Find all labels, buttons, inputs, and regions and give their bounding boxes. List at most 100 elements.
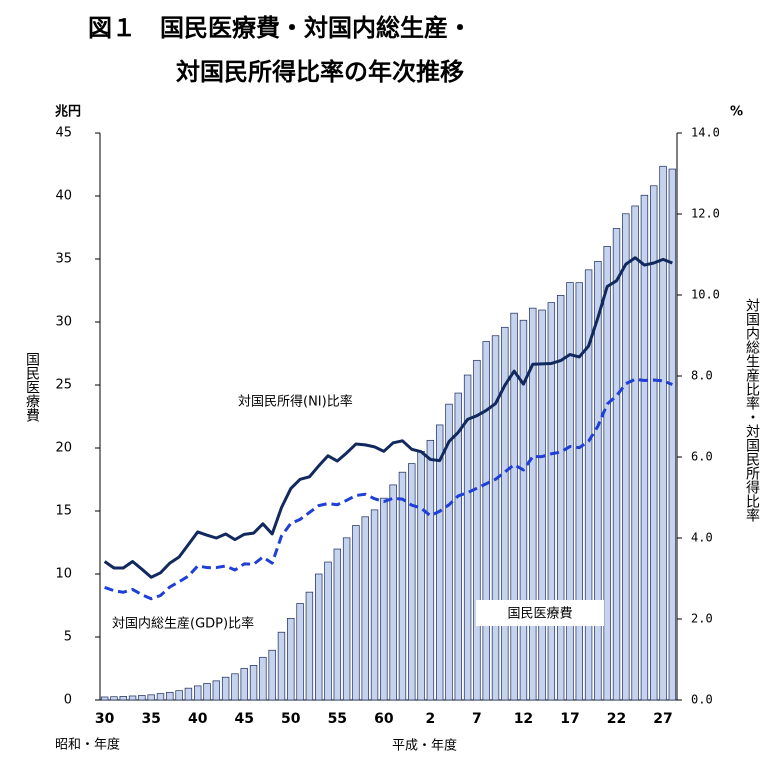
bar bbox=[426, 439, 435, 701]
bar bbox=[324, 561, 332, 701]
bar bbox=[668, 168, 677, 701]
bar bbox=[221, 676, 230, 701]
y-tick-label: 45 bbox=[55, 126, 72, 141]
bar bbox=[352, 525, 360, 701]
bar bbox=[184, 687, 193, 701]
y2-tick-label: 10.0 bbox=[691, 288, 720, 302]
bar bbox=[501, 326, 509, 701]
bar bbox=[482, 341, 490, 701]
bar bbox=[622, 213, 630, 701]
series-label: 対国内総生産(GDP)比率 bbox=[112, 616, 254, 632]
bar bbox=[287, 618, 295, 701]
bar bbox=[612, 228, 621, 701]
bar bbox=[203, 683, 211, 701]
x-tick-label: 22 bbox=[607, 711, 626, 727]
x-tick-label: 60 bbox=[374, 711, 394, 727]
bar bbox=[370, 509, 379, 701]
bar bbox=[566, 282, 574, 701]
bar bbox=[296, 603, 304, 701]
bar bbox=[100, 696, 109, 701]
bar bbox=[119, 695, 127, 701]
y-tick-label: 30 bbox=[55, 315, 72, 330]
x-tick-label: 12 bbox=[514, 711, 533, 727]
x-tick-label: 7 bbox=[472, 711, 482, 727]
bar bbox=[175, 690, 183, 701]
y2-tick-label: 6.0 bbox=[691, 450, 713, 464]
bar bbox=[510, 312, 518, 701]
bar bbox=[640, 194, 649, 701]
bar bbox=[473, 359, 481, 701]
bar bbox=[463, 374, 472, 701]
bar bbox=[268, 649, 276, 701]
bar bbox=[631, 205, 639, 701]
x-group-label: 平成・年度 bbox=[392, 738, 457, 754]
bar bbox=[584, 269, 593, 701]
bar bbox=[435, 424, 444, 701]
y2-tick-label: 12.0 bbox=[691, 207, 720, 221]
bar bbox=[212, 680, 221, 701]
bar bbox=[529, 307, 537, 701]
y-tick-label: 20 bbox=[55, 441, 72, 456]
y2-tick-label: 14.0 bbox=[691, 126, 720, 140]
x-tick-label: 40 bbox=[188, 711, 208, 727]
bar bbox=[231, 673, 239, 701]
bar bbox=[166, 691, 174, 701]
bar bbox=[110, 696, 118, 701]
bar bbox=[305, 591, 314, 701]
bar bbox=[650, 185, 658, 701]
y-axis-label: 国民医療費 bbox=[24, 352, 40, 422]
bar bbox=[398, 471, 407, 701]
bar bbox=[603, 246, 611, 701]
y2-tick-label: 0.0 bbox=[691, 693, 713, 707]
y2-unit: % bbox=[730, 105, 743, 120]
bar bbox=[138, 695, 146, 701]
x-tick-label: 45 bbox=[235, 711, 254, 727]
bar bbox=[538, 309, 546, 701]
bar bbox=[454, 392, 462, 701]
bar bbox=[249, 664, 258, 701]
bar bbox=[315, 573, 323, 701]
chart-title: 対国民所得比率の年次推移 bbox=[176, 58, 464, 86]
y-tick-label: 40 bbox=[55, 189, 72, 204]
bar bbox=[659, 165, 667, 701]
x-tick-label: 55 bbox=[328, 711, 347, 727]
bar bbox=[445, 403, 453, 701]
x-tick-label: 2 bbox=[426, 711, 436, 727]
x-tick-label: 50 bbox=[281, 711, 301, 727]
bar bbox=[519, 319, 528, 701]
y-unit: 兆円 bbox=[55, 104, 81, 120]
y2-axis-label: 対国内総生産比率・対国民所得比率 bbox=[744, 298, 760, 522]
series-label: 国民医療費 bbox=[507, 607, 572, 622]
bar bbox=[594, 261, 602, 701]
x-tick-label: 27 bbox=[653, 711, 672, 727]
line-series bbox=[104, 377, 673, 601]
bar bbox=[361, 516, 369, 701]
bar bbox=[240, 668, 248, 701]
bar bbox=[547, 302, 556, 701]
x-tick-label: 17 bbox=[560, 711, 579, 727]
bar bbox=[194, 685, 202, 701]
y-tick-label: 5 bbox=[64, 630, 72, 645]
bar bbox=[147, 694, 155, 701]
chart-title: 図１ 国民医療費・対国内総生産・ bbox=[88, 14, 472, 42]
x-tick-label: 35 bbox=[141, 711, 160, 727]
bar bbox=[389, 484, 397, 701]
legend-box bbox=[476, 600, 604, 626]
bar bbox=[408, 463, 416, 701]
y2-tick-label: 4.0 bbox=[691, 531, 713, 545]
bar bbox=[128, 695, 137, 701]
y2-tick-label: 2.0 bbox=[691, 612, 713, 626]
x-tick-label: 30 bbox=[95, 711, 115, 727]
bar bbox=[556, 295, 565, 701]
x-group-label: 昭和・年度 bbox=[55, 737, 120, 753]
y-tick-label: 35 bbox=[55, 252, 72, 267]
bar bbox=[259, 656, 267, 701]
bar bbox=[417, 451, 425, 701]
series-label: 対国民所得(NI)比率 bbox=[238, 394, 353, 410]
bar bbox=[575, 282, 583, 701]
y-tick-label: 10 bbox=[55, 567, 72, 582]
y-tick-label: 15 bbox=[55, 504, 72, 519]
bar bbox=[380, 497, 388, 701]
bar bbox=[491, 335, 500, 701]
